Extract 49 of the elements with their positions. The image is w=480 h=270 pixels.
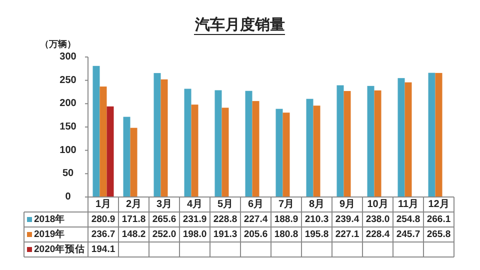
data-label: 266.1: [426, 214, 452, 225]
data-label: 205.6: [244, 229, 268, 240]
data-label: 231.9: [182, 214, 207, 225]
x-tick-label: 8月: [308, 199, 325, 210]
y-tick-label: 250: [60, 74, 77, 86]
data-label: 194.1: [91, 244, 116, 255]
data-label: 210.3: [304, 214, 329, 225]
y-tick-label: 150: [60, 122, 77, 132]
legend-label: 2020年预估: [34, 243, 86, 255]
data-label: 252.0: [152, 229, 176, 240]
data-label: 239.4: [335, 214, 360, 225]
legend-label: 2019年: [34, 228, 66, 240]
x-tick-label: 7月: [278, 199, 294, 210]
data-label: 198.0: [182, 229, 207, 240]
data-label: 180.8: [274, 229, 298, 240]
data-label: 245.7: [396, 229, 420, 240]
data-label: 265.8: [426, 229, 451, 240]
data-label: 280.9: [91, 214, 116, 225]
data-label: 188.9: [274, 214, 298, 225]
x-tick-label: 4月: [186, 199, 203, 210]
y-tick-label: 100: [60, 144, 77, 156]
data-label: 227.1: [335, 229, 360, 240]
data-label: 195.8: [304, 229, 329, 240]
y-tick-label: 200: [60, 98, 77, 110]
x-tick-label: 9月: [339, 199, 356, 210]
x-tick-label: 10月: [367, 199, 388, 210]
data-label: 148.2: [122, 229, 146, 240]
data-label: 236.7: [91, 229, 116, 240]
x-tick-label: 1月: [95, 199, 112, 210]
data-label: 228.4: [366, 229, 390, 240]
x-tick-label: 3月: [156, 199, 172, 210]
data-label: 228.8: [213, 214, 238, 225]
data-label: 265.6: [152, 214, 176, 225]
x-tick-label: 2月: [126, 199, 142, 210]
data-label: 227.4: [244, 214, 268, 225]
data-label: 254.8: [396, 214, 420, 225]
x-tick-label: 11月: [398, 199, 419, 210]
chart-title: 汽车月度销量: [194, 16, 285, 34]
data-label: 238.0: [366, 214, 390, 225]
x-tick-label: 5月: [217, 199, 234, 210]
data-label: 191.3: [213, 229, 238, 240]
y-tick-label: 50: [62, 168, 74, 180]
legend-label: 2018年: [34, 213, 66, 225]
x-tick-label: 6月: [248, 199, 264, 210]
y-axis-title: （万辆）: [40, 39, 76, 49]
x-tick-label: 12月: [428, 199, 450, 210]
y-tick-label: 300: [60, 52, 77, 62]
y-tick-label: 0: [65, 192, 72, 202]
data-label: 171.8: [122, 214, 146, 225]
